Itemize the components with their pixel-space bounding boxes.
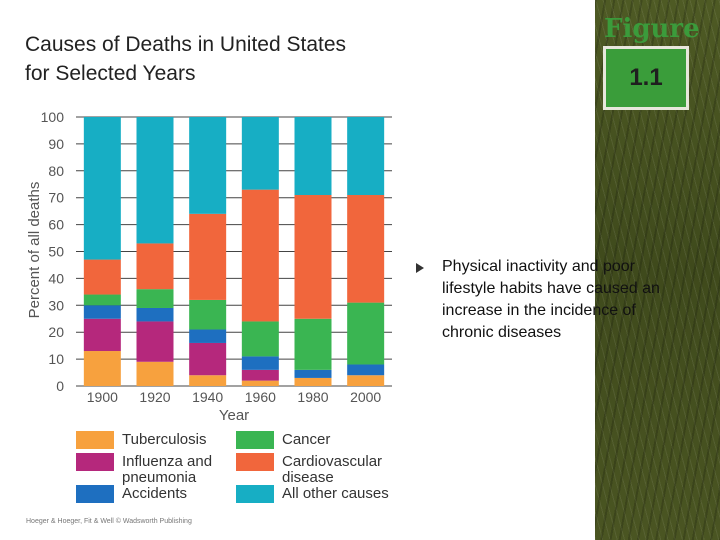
bar-segment-cancer-1920 — [136, 289, 174, 308]
legend-label: Tuberculosis — [122, 431, 207, 448]
bar-segment-cancer-1900 — [83, 294, 121, 306]
bar-segment-other-1980 — [294, 117, 332, 196]
title-line-1: Causes of Deaths in United States — [25, 33, 347, 56]
y-tick-label: 60 — [48, 217, 64, 233]
bar-segment-accidents-2000 — [347, 364, 385, 376]
legend-label: Cancer — [282, 431, 331, 448]
legend-swatch-accidents — [76, 485, 114, 503]
bar-segment-tuberculosis-2000 — [347, 375, 385, 386]
legend-swatch-other — [236, 485, 274, 503]
legend-label: All other causes — [282, 485, 389, 502]
bullet-text: Physical inactivity and poor lifestyle h… — [442, 258, 660, 341]
bar-segment-influenza-1920 — [136, 321, 174, 362]
y-tick-label: 70 — [48, 190, 64, 206]
figure-word: Figure — [604, 14, 700, 44]
figure-number: 1.1 — [629, 64, 663, 91]
y-tick-label: 80 — [48, 163, 64, 179]
y-tick-label: 0 — [56, 378, 64, 394]
bar-segment-accidents-1920 — [136, 307, 174, 322]
legend-item-other: All other causes — [236, 485, 389, 503]
bar-segment-accidents-1960 — [241, 356, 279, 370]
x-tick-label: 1940 — [192, 389, 223, 405]
legend-label: Cardiovascular disease — [282, 453, 383, 486]
legend-swatch-cancer — [236, 431, 274, 449]
y-tick-label: 50 — [48, 244, 64, 260]
y-tick-label: 90 — [48, 136, 64, 152]
bar-segment-other-1940 — [189, 117, 227, 214]
legend-item-cardiovascular: Cardiovascular disease — [236, 453, 382, 486]
bar-segment-tuberculosis-1920 — [136, 361, 174, 386]
legend-swatch-cardiovascular — [236, 453, 274, 471]
bar-segment-tuberculosis-1940 — [189, 375, 227, 386]
bar-segment-cancer-1980 — [294, 318, 332, 370]
page-title: Causes of Deaths in United States for Se… — [25, 30, 346, 88]
y-tick-label: 10 — [48, 351, 64, 367]
bar-segment-cardiovascular-1980 — [294, 195, 332, 319]
legend-item-influenza: Influenza and pneumonia — [76, 453, 212, 486]
legend-label: Accidents — [122, 485, 188, 502]
x-tick-label: 1960 — [245, 389, 276, 405]
legend-label: Influenza and pneumonia — [122, 453, 213, 486]
x-tick-label: 1920 — [139, 389, 170, 405]
bar-segment-influenza-1900 — [83, 318, 121, 352]
bar-segment-accidents-1940 — [189, 329, 227, 343]
bar-segment-cardiovascular-1920 — [136, 243, 174, 290]
bar-segment-other-1960 — [241, 117, 279, 190]
y-tick-label: 100 — [41, 109, 65, 125]
x-tick-label: 1980 — [297, 389, 328, 405]
bar-segment-influenza-1940 — [189, 342, 227, 376]
bar-segment-other-1900 — [83, 117, 121, 260]
legend-item-accidents: Accidents — [76, 485, 187, 503]
bar-segment-cardiovascular-2000 — [347, 195, 385, 303]
y-axis-label: Percent of all deaths — [26, 182, 43, 319]
bar-segment-tuberculosis-1960 — [241, 380, 279, 386]
y-tick-label: 20 — [48, 324, 64, 340]
bar-segment-influenza-1960 — [241, 369, 279, 381]
title-line-2: for Selected Years — [25, 62, 196, 85]
legend-item-tuberculosis: Tuberculosis — [76, 431, 206, 449]
bar-segment-accidents-1980 — [294, 369, 332, 378]
x-tick-label: 2000 — [350, 389, 381, 405]
bullet-triangle-icon — [416, 263, 424, 273]
y-tick-label: 40 — [48, 270, 64, 286]
bar-segment-cardiovascular-1900 — [83, 259, 121, 295]
bar-segment-cancer-2000 — [347, 302, 385, 365]
bar-segment-tuberculosis-1980 — [294, 377, 332, 386]
bar-segment-cardiovascular-1960 — [241, 189, 279, 322]
bar-segment-other-2000 — [347, 117, 385, 196]
publisher-credit: Hoeger & Hoeger, Fit & Well © Wadsworth … — [26, 518, 192, 525]
bar-segment-accidents-1900 — [83, 305, 121, 319]
bar-segment-cancer-1940 — [189, 299, 227, 330]
bar-segment-cancer-1960 — [241, 321, 279, 357]
bar-segment-tuberculosis-1900 — [83, 351, 121, 386]
x-axis-label: Year — [219, 407, 249, 424]
y-tick-label: 30 — [48, 297, 64, 313]
x-tick-label: 1900 — [87, 389, 118, 405]
bar-segment-other-1920 — [136, 117, 174, 244]
legend-item-cancer: Cancer — [236, 431, 330, 449]
legend-swatch-tuberculosis — [76, 431, 114, 449]
legend-swatch-influenza — [76, 453, 114, 471]
figure-number-badge: 1.1 — [603, 46, 689, 110]
bar-segment-cardiovascular-1940 — [189, 213, 227, 300]
